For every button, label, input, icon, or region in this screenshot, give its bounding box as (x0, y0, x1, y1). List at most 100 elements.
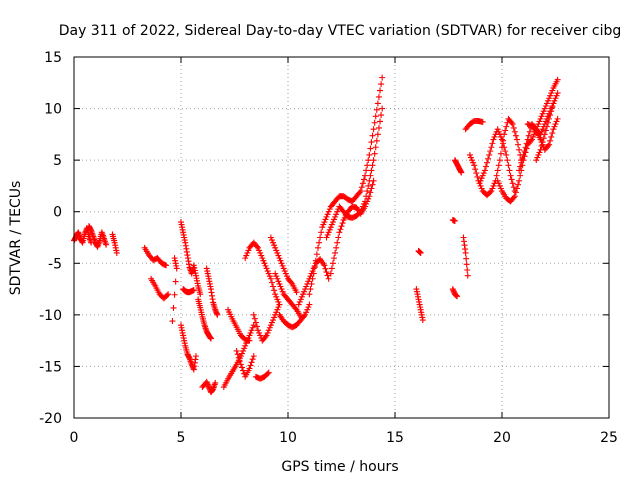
point-arc-17 (251, 315, 258, 322)
y-tick-label: 0 (53, 205, 62, 221)
point-arc-19 (271, 242, 278, 249)
point-arc-24 (373, 137, 380, 144)
y-tick-label: -5 (48, 256, 62, 272)
point-arc-37 (547, 137, 554, 144)
point-arc-34 (488, 144, 495, 151)
point-arc-33 (515, 141, 522, 148)
point-arc-23 (326, 206, 333, 213)
point-arc-34 (501, 144, 508, 151)
point-arc-23 (318, 229, 325, 236)
point-arc-33 (497, 150, 504, 157)
point-arc-16 (273, 293, 280, 300)
point-arc-35 (513, 185, 520, 192)
point-arc-20 (276, 280, 283, 287)
point-arc-35 (548, 90, 555, 97)
point-arc-34 (495, 128, 502, 135)
point-arc-35 (530, 133, 537, 140)
x-tick-label: 0 (70, 430, 79, 446)
point-arc-20 (275, 278, 282, 285)
point-arc-35 (554, 76, 561, 83)
point-arc-16 (242, 255, 249, 262)
point-arc-33 (472, 166, 479, 173)
point-arc-23 (323, 213, 330, 220)
point-arc-21 (303, 309, 310, 316)
point-arc-37 (546, 141, 553, 148)
point-arc-04 (163, 262, 170, 269)
point-arc-25 (338, 223, 345, 230)
point-arc-17 (265, 327, 272, 334)
point-arc-33 (493, 172, 500, 179)
point-arc-15 (236, 358, 243, 365)
point-arc-37 (550, 126, 557, 133)
point-arc-17 (250, 311, 257, 318)
point-arc-34 (499, 136, 505, 143)
point-arc-23 (307, 286, 314, 293)
y-tick-label: -15 (39, 359, 62, 375)
data-marks (71, 74, 561, 396)
point-arc-24 (378, 112, 385, 119)
point-arc-20 (292, 305, 299, 312)
point-arc-23 (372, 113, 379, 120)
point-arc-31 (462, 249, 469, 256)
point-arc-19 (283, 273, 290, 280)
point-arc-33 (471, 162, 478, 169)
point-arc-24 (374, 131, 381, 138)
point-arc-29 (451, 217, 458, 224)
point-arc-26 (419, 317, 426, 324)
point-arc-24 (371, 150, 378, 157)
point-arc-19 (270, 239, 277, 246)
point-arc-13 (241, 345, 248, 352)
point-arc-08 (190, 287, 197, 294)
point-arc-23 (322, 216, 329, 223)
point-arc-34 (503, 151, 510, 158)
point-arc-35 (549, 87, 556, 94)
point-arc-36 (518, 159, 525, 166)
point-arc-36 (553, 92, 560, 99)
point-arc-38 (545, 119, 552, 126)
point-arc-13 (240, 347, 247, 354)
point-arc-36 (520, 151, 527, 158)
point-arc-37 (532, 126, 539, 133)
point-arc-34 (500, 140, 507, 147)
point-arc-38 (547, 112, 554, 119)
point-arc-24 (365, 182, 372, 189)
point-arc-17 (252, 319, 259, 326)
point-arc-22 (322, 265, 329, 272)
point-arc-33 (488, 188, 495, 195)
point-arc-22 (299, 291, 306, 298)
point-arc-37 (551, 123, 558, 130)
point-arc-34 (491, 133, 498, 140)
point-arc-22 (321, 262, 328, 269)
point-arc-23 (311, 264, 318, 271)
point-arc-16 (261, 260, 268, 267)
point-arc-25 (334, 239, 341, 246)
point-arc-19 (268, 237, 275, 244)
point-arc-12 (212, 379, 219, 386)
point-arc-19 (274, 249, 281, 256)
point-arc-24 (332, 213, 339, 220)
point-arc-33 (495, 162, 502, 169)
point-arc-36 (526, 128, 533, 135)
point-arc-33 (470, 159, 477, 166)
point-arc-35 (511, 193, 518, 200)
point-arc-25 (364, 198, 371, 205)
point-arc-38 (538, 142, 545, 149)
point-arc-35 (545, 97, 552, 104)
point-arc-17 (270, 317, 277, 324)
point-arc-13 (238, 350, 245, 357)
point-arc-16 (258, 252, 265, 259)
point-arc-05 (165, 291, 172, 298)
point-arc-38 (550, 100, 557, 107)
point-arc-37 (548, 133, 555, 140)
point-arc-24 (323, 234, 330, 241)
point-arc-35 (537, 115, 544, 122)
point-arc-22 (310, 265, 317, 272)
point-arc-23 (313, 251, 320, 258)
point-arc-23 (373, 106, 380, 113)
point-arc-17 (275, 304, 282, 311)
point-arc-31 (463, 261, 470, 268)
point-arc-17 (271, 314, 278, 321)
point-arc-36 (523, 140, 530, 147)
point-arc-17 (268, 319, 275, 326)
point-arc-20 (278, 286, 285, 293)
